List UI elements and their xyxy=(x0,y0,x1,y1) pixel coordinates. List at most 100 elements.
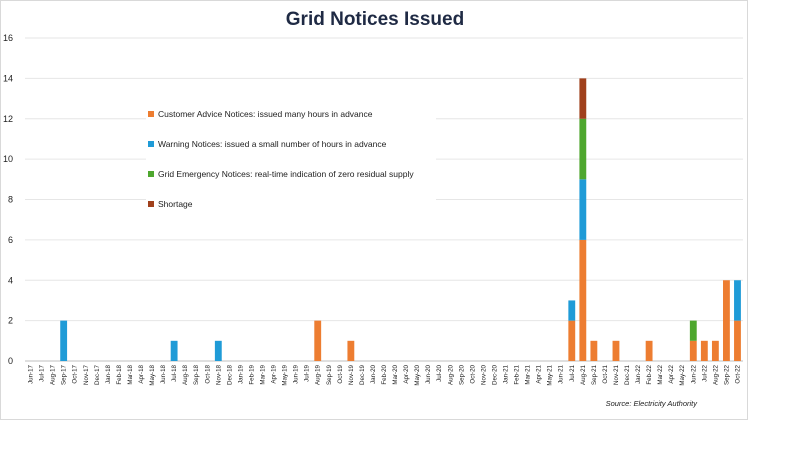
x-tick-label: Feb-21 xyxy=(514,364,521,384)
chart-frame: Grid Notices Issued 0 2 4 6 8 10 12 14 16 Jun-17 J… xyxy=(0,0,748,420)
x-tick-label: Feb-20 xyxy=(381,364,388,384)
bar-segment xyxy=(590,340,598,361)
x-tick-label: Sep-22 xyxy=(723,364,730,385)
bar-segment xyxy=(568,300,576,321)
x-tick-label: Jul-21 xyxy=(569,364,576,381)
bar-segment xyxy=(347,340,355,361)
y-tick-label: 4 xyxy=(8,275,13,285)
legend-item: Shortage xyxy=(146,195,436,225)
legend-label: Grid Emergency Notices: real-time indica… xyxy=(158,169,414,179)
y-tick-label: 8 xyxy=(8,195,13,205)
y-tick-label: 14 xyxy=(3,73,13,83)
bar-segment xyxy=(612,340,620,361)
legend-swatch xyxy=(148,141,154,147)
x-tick-label: Apr-21 xyxy=(536,364,543,383)
x-tick-label: Jul-22 xyxy=(701,364,708,381)
legend-swatch xyxy=(148,111,154,117)
x-tick-label: Oct-22 xyxy=(734,364,741,383)
x-tick-label: Jun-18 xyxy=(160,364,167,383)
chart-legend: Customer Advice Notices: issued many hou… xyxy=(146,105,436,225)
x-tick-label: Mar-19 xyxy=(259,364,266,384)
legend-swatch xyxy=(148,201,154,207)
legend-label: Customer Advice Notices: issued many hou… xyxy=(158,109,373,119)
x-tick-label: Apr-18 xyxy=(138,364,145,383)
x-tick-label: Aug-17 xyxy=(50,364,57,385)
x-tick-label: Aug-21 xyxy=(580,364,587,385)
bar-segment xyxy=(60,320,68,361)
y-tick-label: 2 xyxy=(8,316,13,326)
x-tick-label: Sep-18 xyxy=(193,364,200,385)
x-tick-label: Feb-22 xyxy=(646,364,653,384)
x-tick-label: Oct-21 xyxy=(602,364,609,383)
x-tick-label: Jun-17 xyxy=(28,364,35,383)
bar-segment xyxy=(734,320,741,361)
x-tick-label: Oct-20 xyxy=(469,364,476,383)
bar-segment xyxy=(723,280,730,361)
x-tick-label: Jan-21 xyxy=(503,364,510,383)
legend-item: Warning Notices: issued a small number o… xyxy=(146,135,436,165)
x-tick-label: Jun-20 xyxy=(425,364,432,383)
x-tick-label: Jan-20 xyxy=(370,364,377,383)
x-tick-label: Aug-22 xyxy=(712,364,719,385)
x-tick-label: Jul-20 xyxy=(436,364,443,381)
x-tick-label: Oct-19 xyxy=(337,364,344,383)
x-tick-label: Sep-19 xyxy=(326,364,333,385)
x-tick-label: Aug-19 xyxy=(315,364,322,385)
bar-segment xyxy=(689,340,697,361)
x-tick-label: Jan-19 xyxy=(237,364,244,383)
legend-label: Warning Notices: issued a small number o… xyxy=(158,139,387,149)
x-tick-label: Jul-18 xyxy=(171,364,178,381)
legend-swatch xyxy=(148,171,154,177)
y-tick-label: 6 xyxy=(8,235,13,245)
x-tick-label: May-21 xyxy=(547,364,554,385)
x-tick-label: May-22 xyxy=(679,364,686,385)
x-tick-label: Dec-17 xyxy=(94,364,101,385)
x-tick-label: Nov-21 xyxy=(613,364,620,385)
bar-segment xyxy=(170,340,178,361)
x-tick-label: Dec-18 xyxy=(226,364,233,385)
y-tick-label: 16 xyxy=(3,33,13,43)
x-tick-label: May-19 xyxy=(282,364,289,385)
x-tick-label: Jul-19 xyxy=(304,364,311,381)
x-tick-label: Jun-19 xyxy=(293,364,300,383)
bar-segment xyxy=(734,280,741,321)
bar-segment xyxy=(579,239,587,361)
bar-segment xyxy=(711,340,719,361)
x-tick-label: Jun-21 xyxy=(558,364,565,383)
bar-segment xyxy=(568,320,576,361)
x-tick-label: Jan-18 xyxy=(105,364,112,383)
x-tick-label: Dec-20 xyxy=(491,364,498,385)
x-tick-label: May-18 xyxy=(149,364,156,385)
x-tick-label: Nov-17 xyxy=(83,364,90,385)
x-tick-label: Dec-21 xyxy=(624,364,631,385)
x-tick-label: Mar-22 xyxy=(657,364,664,384)
x-tick-label: May-20 xyxy=(414,364,421,385)
x-tick-label: Aug-20 xyxy=(447,364,454,385)
x-tick-label: Jun-22 xyxy=(690,364,697,383)
x-tick-label: Apr-19 xyxy=(271,364,278,383)
x-tick-label: Jan-22 xyxy=(635,364,642,383)
chart-title: Grid Notices Issued xyxy=(285,9,465,30)
x-tick-label: Nov-19 xyxy=(348,364,355,385)
x-tick-label: Apr-20 xyxy=(403,364,410,383)
x-tick-label: Mar-20 xyxy=(392,364,399,384)
x-tick-label: Oct-17 xyxy=(72,364,79,383)
bar-segment xyxy=(314,320,322,361)
y-tick-label: 10 xyxy=(3,154,13,164)
bar-segment xyxy=(214,340,222,361)
source-note: Source: Electricity Authority xyxy=(605,399,697,408)
x-tick-label: Nov-20 xyxy=(480,364,487,385)
x-tick-label: Apr-22 xyxy=(668,364,675,383)
y-tick-label: 0 xyxy=(8,356,13,366)
x-tick-label: Sep-20 xyxy=(458,364,465,385)
y-tick-label: 12 xyxy=(3,114,13,124)
x-tick-label: Jul-17 xyxy=(39,364,46,381)
x-tick-label: Mar-21 xyxy=(525,364,532,384)
x-tick-label: Oct-18 xyxy=(204,364,211,383)
bar-segment xyxy=(579,179,587,240)
x-tick-label: Nov-18 xyxy=(215,364,222,385)
x-tick-label: Sep-17 xyxy=(61,364,68,385)
x-tick-label: Mar-18 xyxy=(127,364,134,384)
x-tick-label: Sep-21 xyxy=(591,364,598,385)
legend-item: Customer Advice Notices: issued many hou… xyxy=(146,105,436,135)
